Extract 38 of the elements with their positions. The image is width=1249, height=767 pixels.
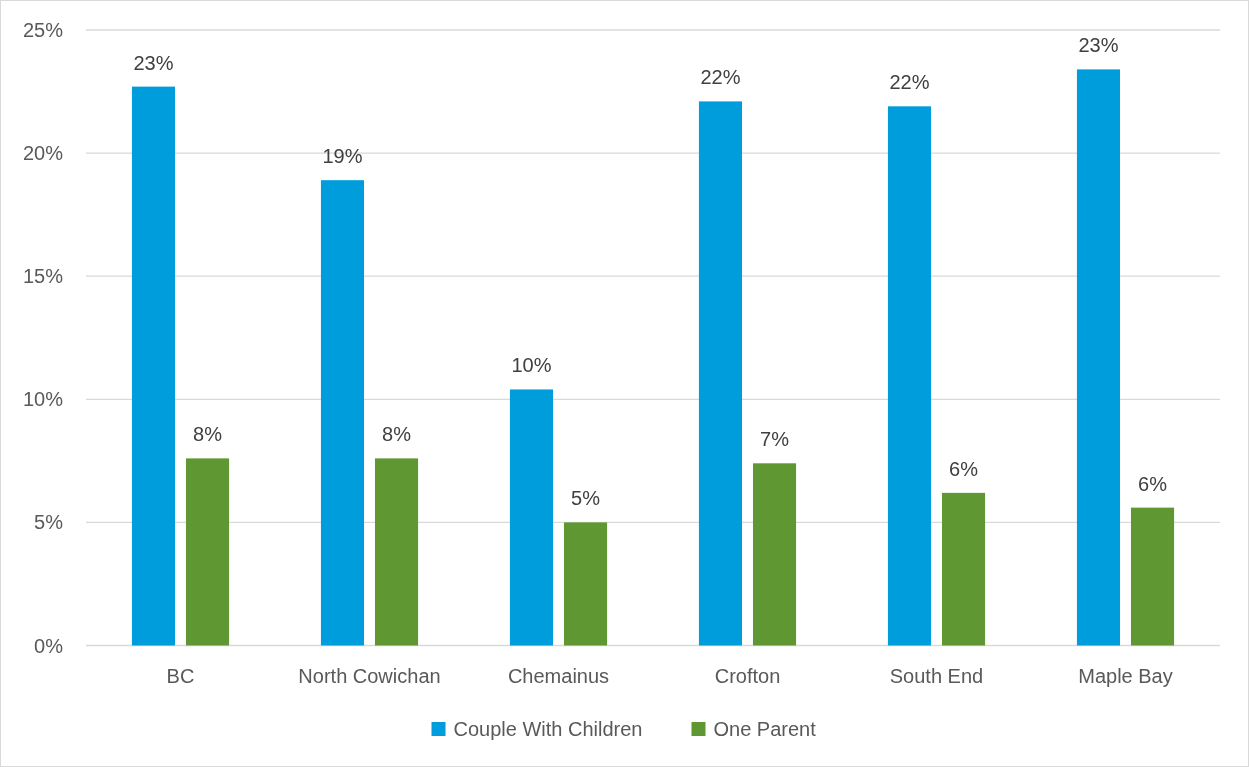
x-tick-label: South End (889, 665, 984, 687)
data-label: 8% (382, 423, 412, 446)
data-label: 22% (700, 66, 741, 89)
data-label: 6% (1138, 472, 1168, 495)
bar (1130, 507, 1175, 646)
y-tick-label: 20% (22, 142, 64, 165)
bar (1076, 69, 1121, 646)
y-tick-label: 10% (22, 388, 64, 411)
y-tick-label: 0% (34, 634, 64, 657)
data-label: 23% (1078, 34, 1119, 57)
data-label: 7% (760, 428, 790, 451)
bar (752, 463, 797, 646)
y-tick-label: 15% (22, 265, 64, 288)
x-tick-label: Maple Bay (1078, 665, 1173, 687)
bar (185, 458, 230, 646)
data-label: 5% (571, 487, 601, 510)
y-tick-label: 25% (22, 19, 64, 41)
bar (563, 522, 608, 646)
x-tick-label: BC (166, 665, 195, 687)
data-label: 19% (322, 145, 363, 168)
data-label: 22% (889, 71, 930, 94)
y-tick-label: 5% (34, 511, 64, 534)
legend-label: One Parent (713, 718, 817, 740)
data-label: 6% (949, 457, 979, 480)
x-tick-label: Chemainus (507, 665, 610, 687)
bar (941, 492, 986, 646)
x-tick-label: Crofton (714, 665, 781, 687)
bar (698, 101, 743, 646)
bar (374, 458, 419, 646)
data-label: 23% (133, 51, 174, 74)
bar (320, 180, 365, 646)
bar (131, 86, 176, 646)
bar (887, 106, 932, 646)
x-tick-label: North Cowichan (298, 665, 441, 687)
data-label: 10% (511, 354, 552, 377)
bar (509, 389, 554, 646)
legend-label: Couple With Children (453, 718, 643, 740)
data-label: 8% (193, 423, 223, 446)
